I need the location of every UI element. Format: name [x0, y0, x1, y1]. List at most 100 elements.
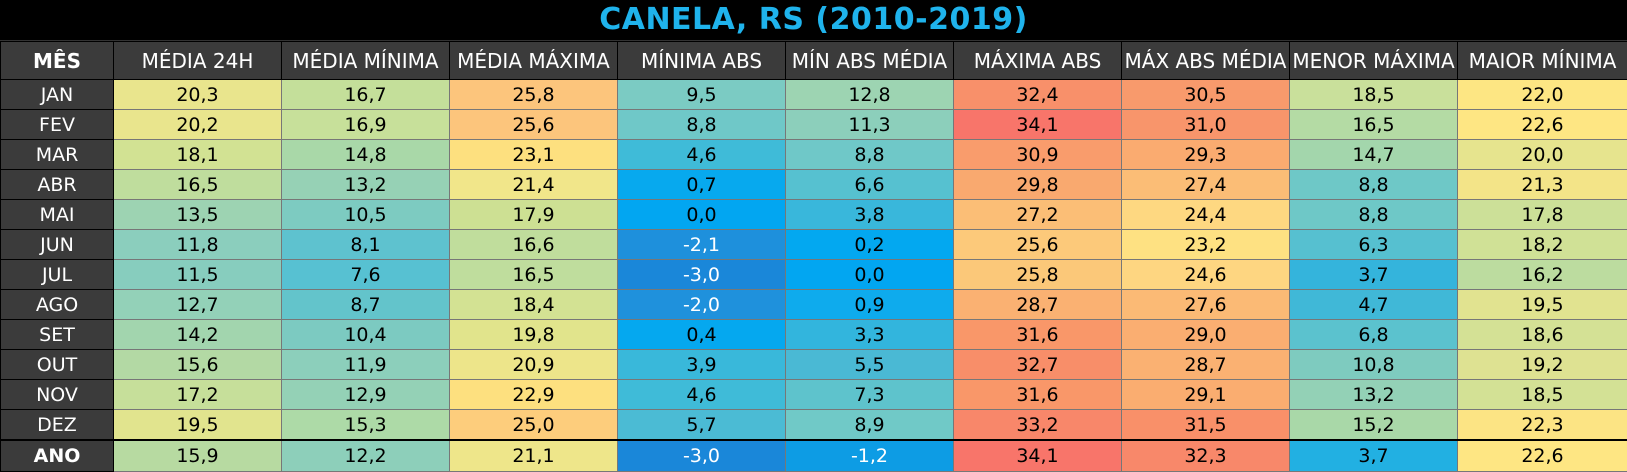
value-cell: -2,1 — [618, 230, 786, 260]
value-cell: 29,3 — [1122, 140, 1290, 170]
value-cell: -1,2 — [786, 440, 954, 472]
value-cell: 17,9 — [450, 200, 618, 230]
value-cell: 21,1 — [450, 440, 618, 472]
value-cell: 29,1 — [1122, 380, 1290, 410]
month-label: MAR — [1, 140, 114, 170]
value-cell: 27,4 — [1122, 170, 1290, 200]
header-cell: MÉDIA 24H — [114, 42, 282, 80]
value-cell: 19,5 — [114, 410, 282, 441]
header-cell: MÉDIA MÍNIMA — [282, 42, 450, 80]
header-cell: MÍNIMA ABS — [618, 42, 786, 80]
value-cell: 32,3 — [1122, 440, 1290, 472]
value-cell: 6,6 — [786, 170, 954, 200]
month-label: NOV — [1, 380, 114, 410]
month-label: MAI — [1, 200, 114, 230]
value-cell: 24,4 — [1122, 200, 1290, 230]
value-cell: 22,6 — [1458, 110, 1627, 140]
value-cell: 27,6 — [1122, 290, 1290, 320]
value-cell: 11,9 — [282, 350, 450, 380]
value-cell: 22,3 — [1458, 410, 1627, 441]
value-cell: 10,8 — [1290, 350, 1458, 380]
value-cell: 8,8 — [786, 140, 954, 170]
value-cell: 31,0 — [1122, 110, 1290, 140]
value-cell: 4,6 — [618, 380, 786, 410]
value-cell: 8,8 — [618, 110, 786, 140]
value-cell: 32,7 — [954, 350, 1122, 380]
climate-table: MÊS MÉDIA 24H MÉDIA MÍNIMA MÉDIA MÁXIMA … — [0, 41, 1627, 472]
value-cell: 19,5 — [1458, 290, 1627, 320]
month-label: OUT — [1, 350, 114, 380]
value-cell: 20,3 — [114, 80, 282, 110]
value-cell: 0,4 — [618, 320, 786, 350]
value-cell: 0,2 — [786, 230, 954, 260]
value-cell: 16,2 — [1458, 260, 1627, 290]
value-cell: 12,7 — [114, 290, 282, 320]
value-cell: 20,9 — [450, 350, 618, 380]
value-cell: 17,8 — [1458, 200, 1627, 230]
value-cell: 16,5 — [114, 170, 282, 200]
value-cell: -3,0 — [618, 260, 786, 290]
value-cell: 21,4 — [450, 170, 618, 200]
header-cell: MAIOR MÍNIMA — [1458, 42, 1627, 80]
value-cell: 33,2 — [954, 410, 1122, 441]
value-cell: 3,8 — [786, 200, 954, 230]
value-cell: 16,5 — [1290, 110, 1458, 140]
table-title: CANELA, RS (2010-2019) — [599, 5, 1028, 35]
value-cell: 11,3 — [786, 110, 954, 140]
value-cell: 25,8 — [954, 260, 1122, 290]
value-cell: 5,5 — [786, 350, 954, 380]
value-cell: 31,5 — [1122, 410, 1290, 441]
value-cell: 18,1 — [114, 140, 282, 170]
value-cell: 19,2 — [1458, 350, 1627, 380]
value-cell: 13,2 — [282, 170, 450, 200]
month-label: JUL — [1, 260, 114, 290]
value-cell: 4,6 — [618, 140, 786, 170]
month-label: JAN — [1, 80, 114, 110]
value-cell: 5,7 — [618, 410, 786, 441]
value-cell: 25,6 — [450, 110, 618, 140]
value-cell: 13,5 — [114, 200, 282, 230]
value-cell: 22,6 — [1458, 440, 1627, 472]
value-cell: 29,0 — [1122, 320, 1290, 350]
value-cell: 12,8 — [786, 80, 954, 110]
value-cell: 28,7 — [954, 290, 1122, 320]
value-cell: 11,5 — [114, 260, 282, 290]
value-cell: 25,0 — [450, 410, 618, 441]
month-label: SET — [1, 320, 114, 350]
month-label: FEV — [1, 110, 114, 140]
header-cell: MENOR MÁXIMA — [1290, 42, 1458, 80]
value-cell: 25,6 — [954, 230, 1122, 260]
value-cell: 21,3 — [1458, 170, 1627, 200]
value-cell: 24,6 — [1122, 260, 1290, 290]
value-cell: 6,8 — [1290, 320, 1458, 350]
value-cell: 22,0 — [1458, 80, 1627, 110]
value-cell: 9,5 — [618, 80, 786, 110]
value-cell: 27,2 — [954, 200, 1122, 230]
value-cell: 14,2 — [114, 320, 282, 350]
value-cell: 8,9 — [786, 410, 954, 441]
value-cell: 8,7 — [282, 290, 450, 320]
header-cell: MÁX ABS MÉDIA — [1122, 42, 1290, 80]
month-label: ABR — [1, 170, 114, 200]
value-cell: 8,8 — [1290, 170, 1458, 200]
value-cell: 17,2 — [114, 380, 282, 410]
value-cell: 12,9 — [282, 380, 450, 410]
value-cell: 18,5 — [1290, 80, 1458, 110]
header-cell: MÍN ABS MÉDIA — [786, 42, 954, 80]
value-cell: 6,3 — [1290, 230, 1458, 260]
value-cell: 20,2 — [114, 110, 282, 140]
value-cell: 18,6 — [1458, 320, 1627, 350]
value-cell: 34,1 — [954, 440, 1122, 472]
title-bar: CANELA, RS (2010-2019) — [0, 0, 1627, 41]
value-cell: 14,7 — [1290, 140, 1458, 170]
value-cell: 25,8 — [450, 80, 618, 110]
value-cell: 32,4 — [954, 80, 1122, 110]
value-cell: 18,5 — [1458, 380, 1627, 410]
